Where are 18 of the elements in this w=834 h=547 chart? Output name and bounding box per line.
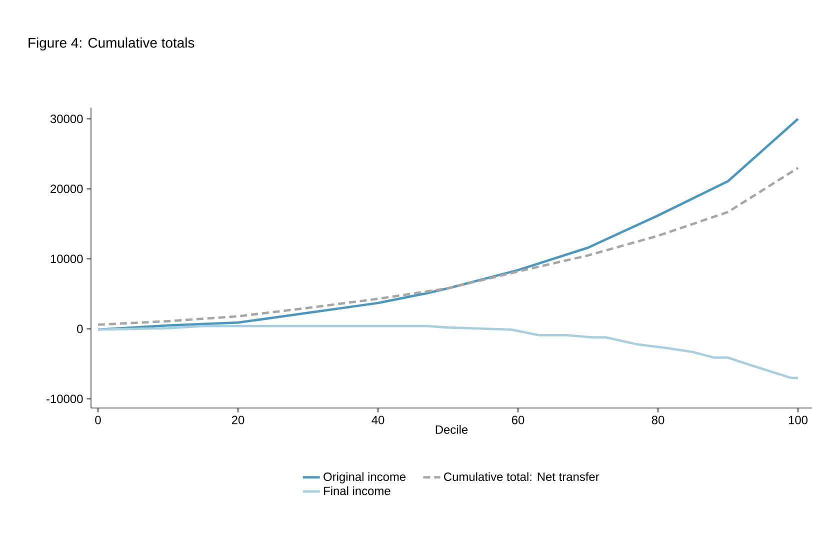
line-series <box>96 166 800 326</box>
x-tick-label: 0 <box>95 416 101 424</box>
x-tick-label: 80 <box>652 416 664 424</box>
y-tick-label: 20000 <box>50 184 83 194</box>
x-tick-label: 40 <box>372 416 384 424</box>
x-tick-label: 60 <box>512 416 524 424</box>
y-tick-label: 0 <box>77 324 83 334</box>
line-series <box>96 324 800 380</box>
legend-label: Cumulative total: Net transfer <box>444 472 600 482</box>
x-tick-label: 20 <box>232 416 244 424</box>
chart-title: Figure 4: Cumulative totals <box>28 37 194 50</box>
x-tick-label: 100 <box>788 416 808 424</box>
legend-label: Final income <box>324 486 390 496</box>
y-tick-label: -10000 <box>46 394 83 404</box>
y-tick-label: 30000 <box>50 114 83 124</box>
legend-label: Original income <box>324 472 406 484</box>
x-axis-title: Decile <box>436 425 468 434</box>
y-tick-label: 10000 <box>50 254 83 264</box>
